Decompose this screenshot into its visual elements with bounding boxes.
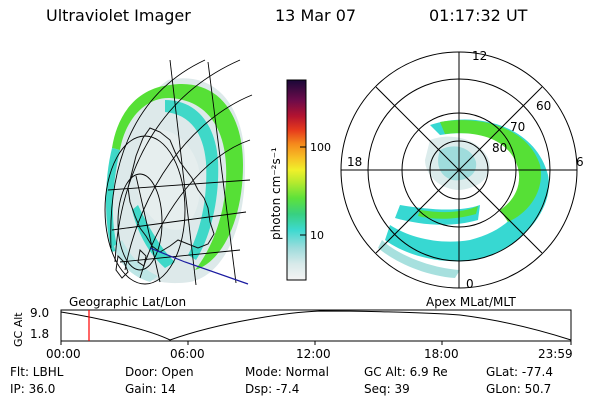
status-glon: GLon: 50.7	[486, 382, 552, 396]
colorbar-unit: photon cm⁻²s⁻¹	[269, 147, 283, 240]
mlt-label-12: 12	[472, 49, 487, 63]
observation-date: 13 Mar 07	[275, 6, 357, 25]
colorbar-tick-100: 100	[310, 141, 331, 154]
geographic-image	[105, 78, 246, 284]
timeline-tick-2359: 23:59	[538, 347, 573, 361]
continent-outline	[127, 127, 215, 253]
mlat-label-60: 60	[536, 99, 551, 113]
mlt-label-6: 6	[576, 155, 584, 169]
mlt-label-18: 18	[347, 155, 362, 169]
timeline-tick-1200: 12:00	[296, 347, 331, 361]
polar-grid	[340, 51, 578, 289]
timeline-ylabel: GC Alt	[12, 312, 25, 347]
status-door: Door: Open	[125, 365, 194, 379]
timeline-tick-0000: 00:00	[46, 347, 81, 361]
status-gain: Gain: 14	[125, 382, 176, 396]
geographic-grid	[104, 59, 253, 286]
status-gc-alt: GC Alt: 6.9 Re	[364, 365, 448, 379]
colorbar-tick-10: 10	[310, 229, 324, 242]
timeline-plot	[60, 309, 572, 342]
mlt-label-0: 0	[466, 277, 474, 291]
color-bar	[286, 79, 307, 281]
status-seq: Seq: 39	[364, 382, 410, 396]
timeline-y-bottom: 1.8	[30, 327, 50, 341]
timeline-tick-1800: 18:00	[424, 347, 459, 361]
status-dsp: Dsp: -7.4	[245, 382, 300, 396]
mlat-label-80: 80	[492, 141, 507, 155]
apex-panel-title: Apex MLat/MLT	[426, 295, 516, 309]
status-mode: Mode: Normal	[245, 365, 329, 379]
status-ip: IP: 36.0	[10, 382, 56, 396]
status-glat: GLat: -77.4	[486, 365, 553, 379]
satellite-track	[149, 247, 249, 285]
mlat-label-70: 70	[510, 120, 525, 134]
status-filter: Flt: LBHL	[10, 365, 64, 379]
instrument-title: Ultraviolet Imager	[46, 6, 191, 25]
timeline-y-top: 9.0	[30, 306, 50, 320]
observation-time: 01:17:32 UT	[429, 6, 528, 25]
geographic-panel-title: Geographic Lat/Lon	[69, 295, 187, 309]
timeline-tick-0600: 06:00	[170, 347, 205, 361]
gc-altitude-curve	[60, 310, 572, 341]
